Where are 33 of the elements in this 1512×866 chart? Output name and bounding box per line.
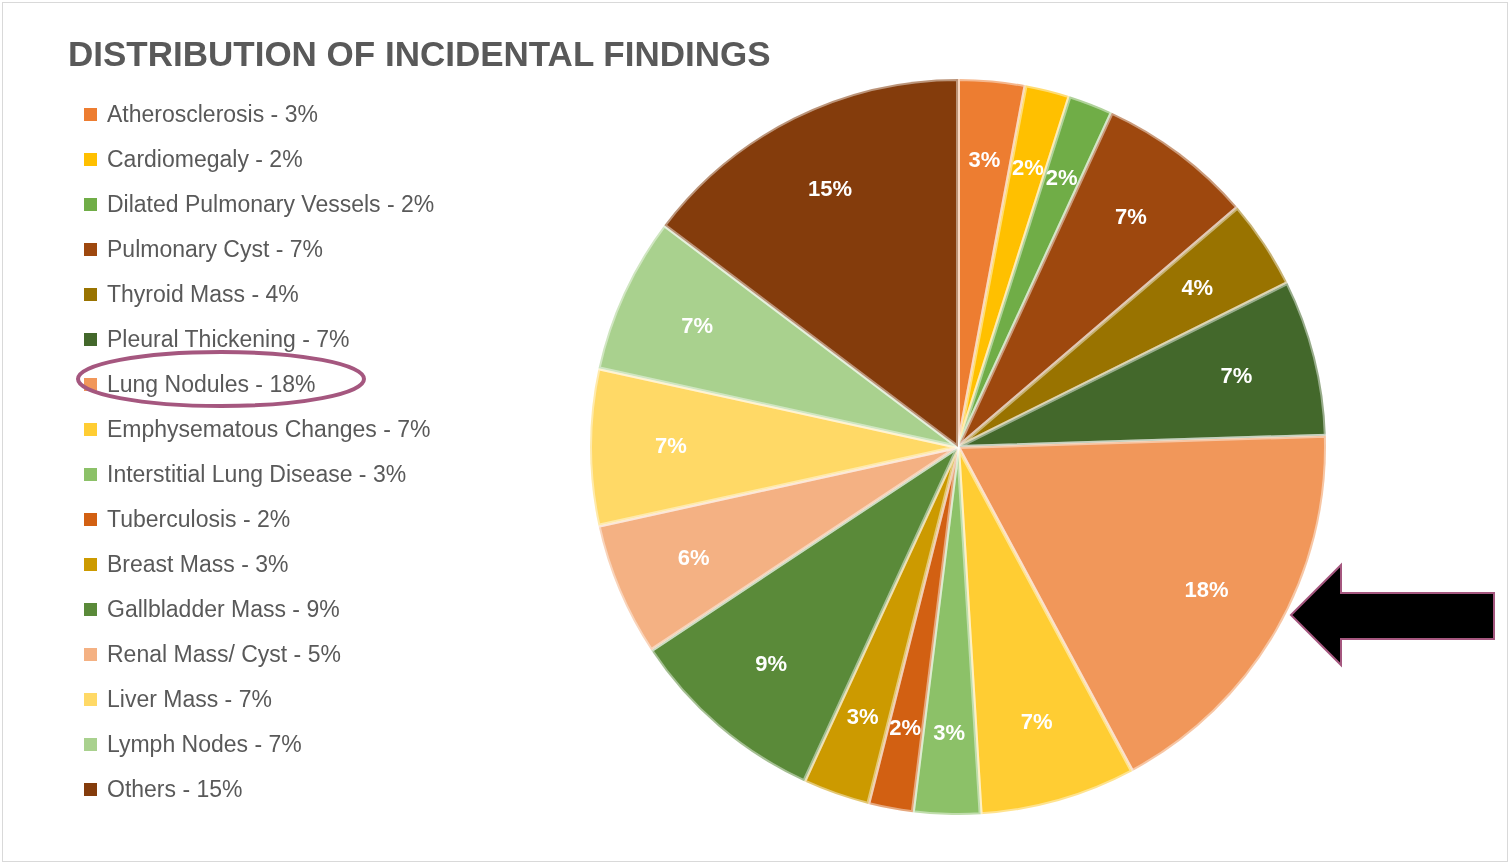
legend-label: Pleural Thickening - 7%: [107, 326, 350, 353]
data-label: 15%: [808, 176, 853, 202]
legend-label: Gallbladder Mass - 9%: [107, 596, 340, 623]
data-label: 9%: [755, 651, 788, 677]
legend-label: Others - 15%: [107, 776, 243, 803]
legend-label: Lymph Nodes - 7%: [107, 731, 302, 758]
legend-label: Lung Nodules - 18%: [107, 371, 316, 398]
data-label: 7%: [681, 313, 714, 339]
data-label: 2%: [889, 715, 922, 741]
legend-label: Tuberculosis - 2%: [107, 506, 291, 533]
data-label: 7%: [1020, 709, 1053, 735]
data-label: 2%: [1012, 154, 1044, 180]
chart-title: DISTRIBUTION OF INCIDENTAL FINDINGS: [68, 34, 771, 74]
legend-label: Pulmonary Cyst - 7%: [107, 236, 324, 263]
legend-label: Atherosclerosis - 3%: [107, 101, 318, 128]
data-label: 6%: [677, 544, 710, 570]
legend-label: Renal Mass/ Cyst - 5%: [107, 641, 341, 668]
legend-label: Dilated Pulmonary Vessels - 2%: [107, 191, 435, 218]
data-label: 18%: [1184, 576, 1229, 602]
legend-label: Interstitial Lung Disease - 3%: [107, 461, 407, 488]
legend-label: Emphysematous Changes - 7%: [107, 416, 431, 443]
data-label: 7%: [1220, 363, 1253, 389]
legend-label: Thyroid Mass - 4%: [107, 281, 299, 308]
data-label: 7%: [655, 433, 687, 459]
data-label: 3%: [968, 147, 1001, 173]
data-label: 7%: [1115, 204, 1147, 229]
data-label: 2%: [1045, 165, 1078, 191]
data-label: 3%: [933, 719, 966, 745]
data-label: 3%: [846, 703, 879, 729]
legend-label: Breast Mass - 3%: [107, 551, 289, 578]
data-label: 4%: [1181, 274, 1214, 300]
legend-label: Cardiomegaly - 2%: [107, 146, 303, 173]
legend-label: Liver Mass - 7%: [107, 686, 272, 713]
